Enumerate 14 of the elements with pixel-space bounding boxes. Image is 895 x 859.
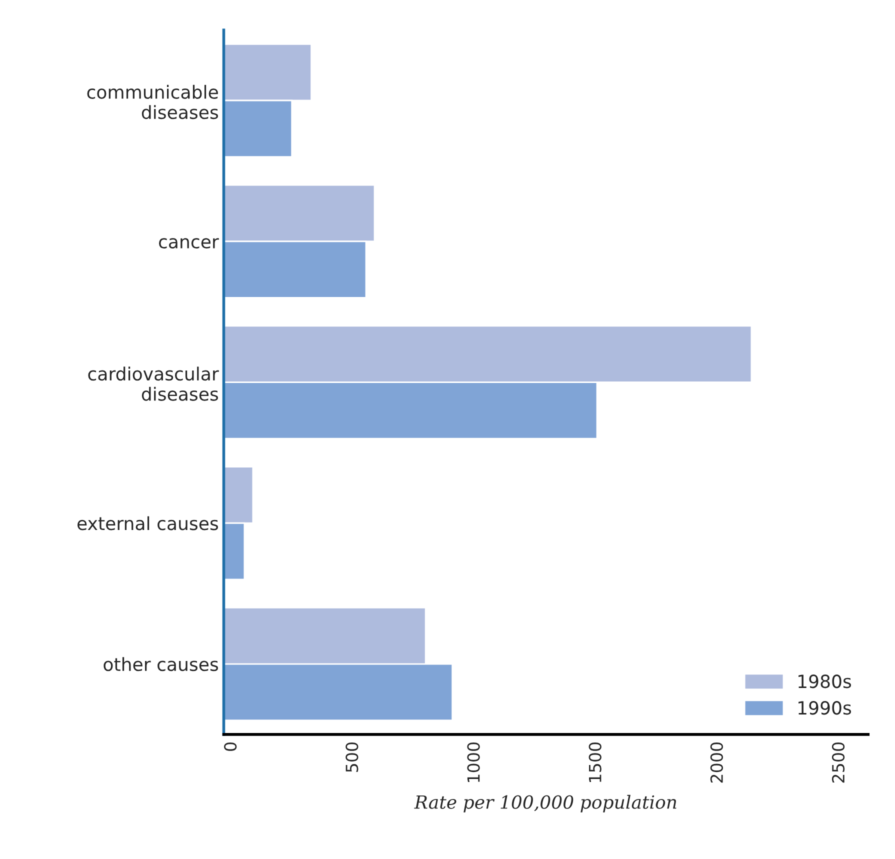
legend-label: 1980s [798, 674, 852, 688]
y-tick-label: cardiovascular diseases [88, 366, 219, 401]
y-tick-label: communicable diseases [87, 84, 218, 120]
x-tick-label: 2000 [710, 742, 723, 783]
y-tick-label: cancer [158, 238, 219, 248]
x-tick-label: 1500 [588, 742, 602, 782]
x-tick-label: 1000 [467, 742, 480, 782]
y-tick-label: external causes [77, 516, 218, 530]
x-tick-label: 500 [346, 742, 358, 772]
y-tick-label: other causes [104, 657, 218, 672]
x-axis-title: Rate per 100,000 population [414, 794, 676, 812]
legend-label: 1990s [798, 701, 852, 715]
x-tick-label: 2500 [832, 742, 845, 783]
x-tick-label: 0 [224, 742, 237, 751]
